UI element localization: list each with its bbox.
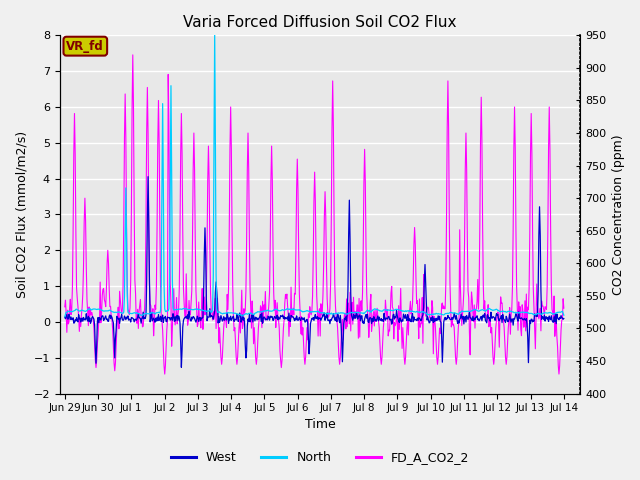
Text: VR_fd: VR_fd bbox=[67, 40, 104, 53]
Y-axis label: CO2 Concentration (ppm): CO2 Concentration (ppm) bbox=[612, 134, 625, 295]
Legend: West, North, FD_A_CO2_2: West, North, FD_A_CO2_2 bbox=[166, 446, 474, 469]
Title: Varia Forced Diffusion Soil CO2 Flux: Varia Forced Diffusion Soil CO2 Flux bbox=[184, 15, 457, 30]
X-axis label: Time: Time bbox=[305, 418, 335, 431]
Y-axis label: Soil CO2 Flux (mmol/m2/s): Soil CO2 Flux (mmol/m2/s) bbox=[15, 131, 28, 298]
